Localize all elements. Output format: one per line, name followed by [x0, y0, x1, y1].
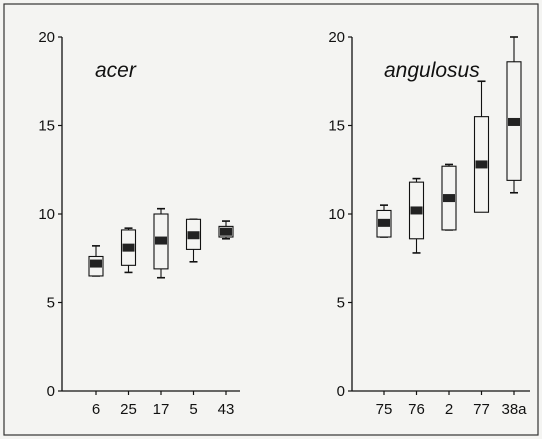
y-tick-label: 15 [38, 118, 55, 135]
angulosus-panel: angulosus 0 5 10 15 20 75 76 2 77 38a [328, 29, 530, 418]
median-marker [122, 243, 135, 252]
angulosus-panel-title: angulosus [384, 59, 480, 82]
y-tick-label: 5 [47, 295, 55, 312]
x-tick-label: 75 [376, 401, 393, 418]
x-tick-label: 43 [218, 401, 235, 418]
median-marker [410, 206, 423, 215]
median-marker [220, 227, 232, 236]
median-marker [155, 236, 167, 245]
y-tick-label: 20 [328, 29, 345, 46]
x-tick-label: 38a [501, 401, 527, 418]
x-tick-label: 6 [92, 401, 100, 418]
y-tick-label: 5 [337, 295, 345, 312]
y-tick-label: 0 [337, 383, 345, 400]
x-tick-label: 25 [120, 401, 137, 418]
acer-panel-title: acer [95, 59, 137, 82]
x-tick-label: 5 [189, 401, 197, 418]
median-marker [443, 194, 455, 203]
median-marker [475, 160, 488, 169]
x-tick-label: 77 [473, 401, 490, 418]
acer-panel: acer 0 5 10 15 20 6 25 17 5 43 [38, 29, 240, 418]
median-marker [90, 259, 102, 268]
y-tick-label: 10 [38, 206, 55, 223]
y-tick-label: 15 [328, 118, 345, 135]
x-tick-label: 17 [153, 401, 170, 418]
y-tick-label: 0 [47, 383, 55, 400]
y-tick-label: 20 [38, 29, 55, 46]
x-tick-label: 76 [408, 401, 425, 418]
x-tick-label: 2 [445, 401, 453, 418]
median-marker [378, 218, 390, 227]
median-marker [508, 117, 520, 126]
median-marker [187, 231, 200, 240]
y-tick-label: 10 [328, 206, 345, 223]
